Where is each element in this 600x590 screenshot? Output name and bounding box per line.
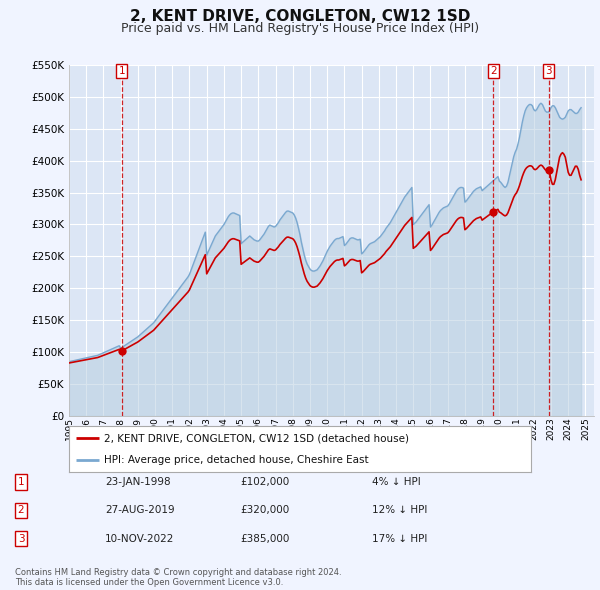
Text: 1: 1: [119, 65, 125, 76]
Text: Price paid vs. HM Land Registry's House Price Index (HPI): Price paid vs. HM Land Registry's House …: [121, 22, 479, 35]
Text: 2, KENT DRIVE, CONGLETON, CW12 1SD: 2, KENT DRIVE, CONGLETON, CW12 1SD: [130, 9, 470, 24]
Text: 2, KENT DRIVE, CONGLETON, CW12 1SD (detached house): 2, KENT DRIVE, CONGLETON, CW12 1SD (deta…: [104, 434, 409, 444]
Text: 1: 1: [17, 477, 25, 487]
Text: HPI: Average price, detached house, Cheshire East: HPI: Average price, detached house, Ches…: [104, 455, 368, 466]
Text: 12% ↓ HPI: 12% ↓ HPI: [372, 506, 427, 515]
Text: 23-JAN-1998: 23-JAN-1998: [105, 477, 170, 487]
Text: £320,000: £320,000: [240, 506, 289, 515]
Text: 17% ↓ HPI: 17% ↓ HPI: [372, 534, 427, 543]
Text: 4% ↓ HPI: 4% ↓ HPI: [372, 477, 421, 487]
Text: 10-NOV-2022: 10-NOV-2022: [105, 534, 175, 543]
Text: £102,000: £102,000: [240, 477, 289, 487]
Text: £385,000: £385,000: [240, 534, 289, 543]
Text: 3: 3: [545, 65, 552, 76]
Text: 27-AUG-2019: 27-AUG-2019: [105, 506, 175, 515]
Text: 3: 3: [17, 534, 25, 543]
Text: 2: 2: [490, 65, 497, 76]
Text: Contains HM Land Registry data © Crown copyright and database right 2024.
This d: Contains HM Land Registry data © Crown c…: [15, 568, 341, 587]
Text: 2: 2: [17, 506, 25, 515]
